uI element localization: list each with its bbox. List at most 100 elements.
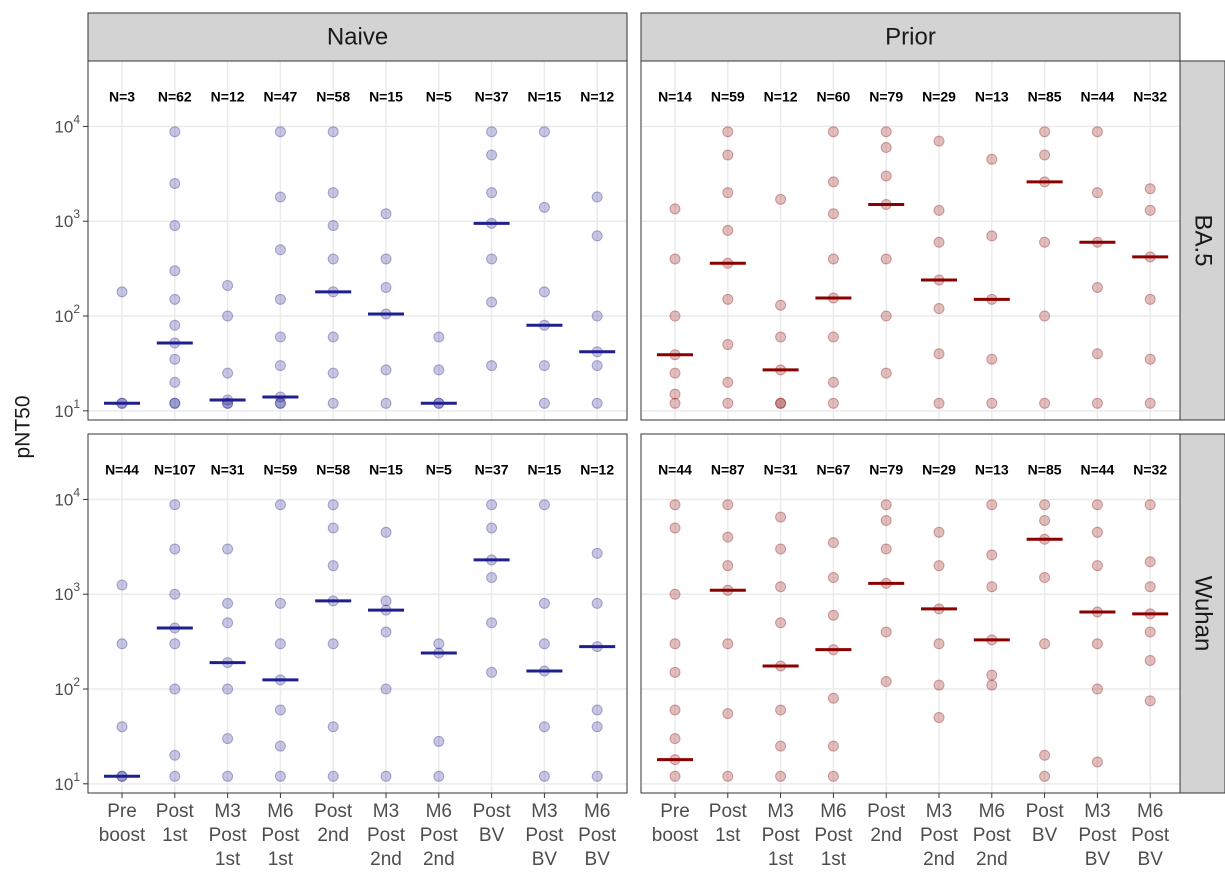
x-tick-label: 2nd <box>976 849 1008 870</box>
x-tick-label: 2nd <box>423 849 455 870</box>
point <box>327 126 339 138</box>
point <box>669 770 681 782</box>
point <box>1144 499 1156 511</box>
point <box>880 170 892 182</box>
y-tick-exponent: 4 <box>73 486 80 500</box>
x-tick-label: M3 <box>373 801 399 822</box>
point <box>591 597 603 609</box>
point <box>327 721 339 733</box>
point <box>827 572 839 584</box>
y-tick-label: 104 <box>54 486 80 510</box>
point <box>169 770 181 782</box>
y-tick-base: 10 <box>54 681 73 700</box>
point <box>433 638 445 650</box>
n-label: N=44 <box>658 462 692 478</box>
n-label: N=37 <box>475 462 509 478</box>
point <box>274 638 286 650</box>
n-label: N=31 <box>764 462 798 478</box>
strip-label: Naive <box>327 23 388 50</box>
point <box>669 499 681 511</box>
point <box>827 331 839 343</box>
point <box>827 609 839 621</box>
point <box>1039 572 1051 584</box>
x-tick-label: 2nd <box>317 825 349 846</box>
point <box>169 265 181 277</box>
point <box>116 721 128 733</box>
point <box>486 666 498 678</box>
point <box>380 770 392 782</box>
point <box>669 310 681 322</box>
point <box>222 733 234 745</box>
y-tick-base: 10 <box>54 118 73 137</box>
x-tick-label: M3 <box>767 801 793 822</box>
point <box>1091 683 1103 695</box>
x-tick-label: Post <box>420 825 459 846</box>
point <box>116 286 128 298</box>
point <box>1091 638 1103 650</box>
x-tick-label: M3 <box>531 801 557 822</box>
strip-label: Prior <box>885 23 936 50</box>
point <box>1144 695 1156 707</box>
panel <box>88 434 627 793</box>
point <box>722 224 734 236</box>
n-label: N=58 <box>316 462 350 478</box>
point <box>1091 281 1103 293</box>
point <box>880 626 892 638</box>
n-label: N=5 <box>426 462 452 478</box>
strip <box>1179 60 1225 421</box>
point <box>327 187 339 199</box>
x-tick-label: 2nd <box>870 825 902 846</box>
point <box>722 376 734 388</box>
point <box>538 397 550 409</box>
point <box>380 595 392 607</box>
point <box>933 712 945 724</box>
point <box>986 230 998 242</box>
point <box>486 149 498 161</box>
point <box>669 388 681 400</box>
point <box>1091 348 1103 360</box>
x-tick-label: Pre <box>107 801 137 822</box>
point <box>669 203 681 215</box>
x-tick-label: Post <box>314 801 353 822</box>
n-label: N=12 <box>764 89 798 105</box>
y-tick-label: 103 <box>54 207 80 231</box>
x-tick-label: Pre <box>660 801 690 822</box>
y-tick-exponent: 3 <box>73 207 80 221</box>
point <box>880 514 892 526</box>
point <box>933 204 945 216</box>
point <box>775 299 787 311</box>
point <box>380 208 392 220</box>
point <box>722 126 734 138</box>
y-tick-exponent: 3 <box>73 580 80 594</box>
n-label: N=13 <box>975 462 1009 478</box>
point <box>327 397 339 409</box>
x-tick-label: Post <box>867 801 906 822</box>
x-tick-label: 1st <box>768 849 794 870</box>
n-label: N=44 <box>105 462 139 478</box>
point <box>986 549 998 561</box>
point <box>222 597 234 609</box>
point <box>591 360 603 372</box>
x-tick-label: 1st <box>715 825 741 846</box>
point <box>380 253 392 265</box>
point <box>880 676 892 688</box>
x-tick-label: Post <box>920 825 959 846</box>
y-tick-label: 104 <box>54 113 80 137</box>
point <box>1039 126 1051 138</box>
point <box>986 581 998 593</box>
x-tick-label: M3 <box>926 801 952 822</box>
point <box>486 296 498 308</box>
n-label: N=12 <box>580 89 614 105</box>
x-tick-label: Post <box>1026 801 1065 822</box>
point <box>986 153 998 165</box>
x-tick-label: Post <box>209 825 248 846</box>
point <box>1144 353 1156 365</box>
n-label: N=13 <box>975 89 1009 105</box>
point <box>591 704 603 716</box>
n-label: N=85 <box>1028 89 1062 105</box>
n-label: N=67 <box>816 462 850 478</box>
n-label: N=59 <box>711 89 745 105</box>
x-tick-label: Post <box>973 825 1012 846</box>
point <box>486 617 498 629</box>
n-label: N=14 <box>658 89 692 105</box>
